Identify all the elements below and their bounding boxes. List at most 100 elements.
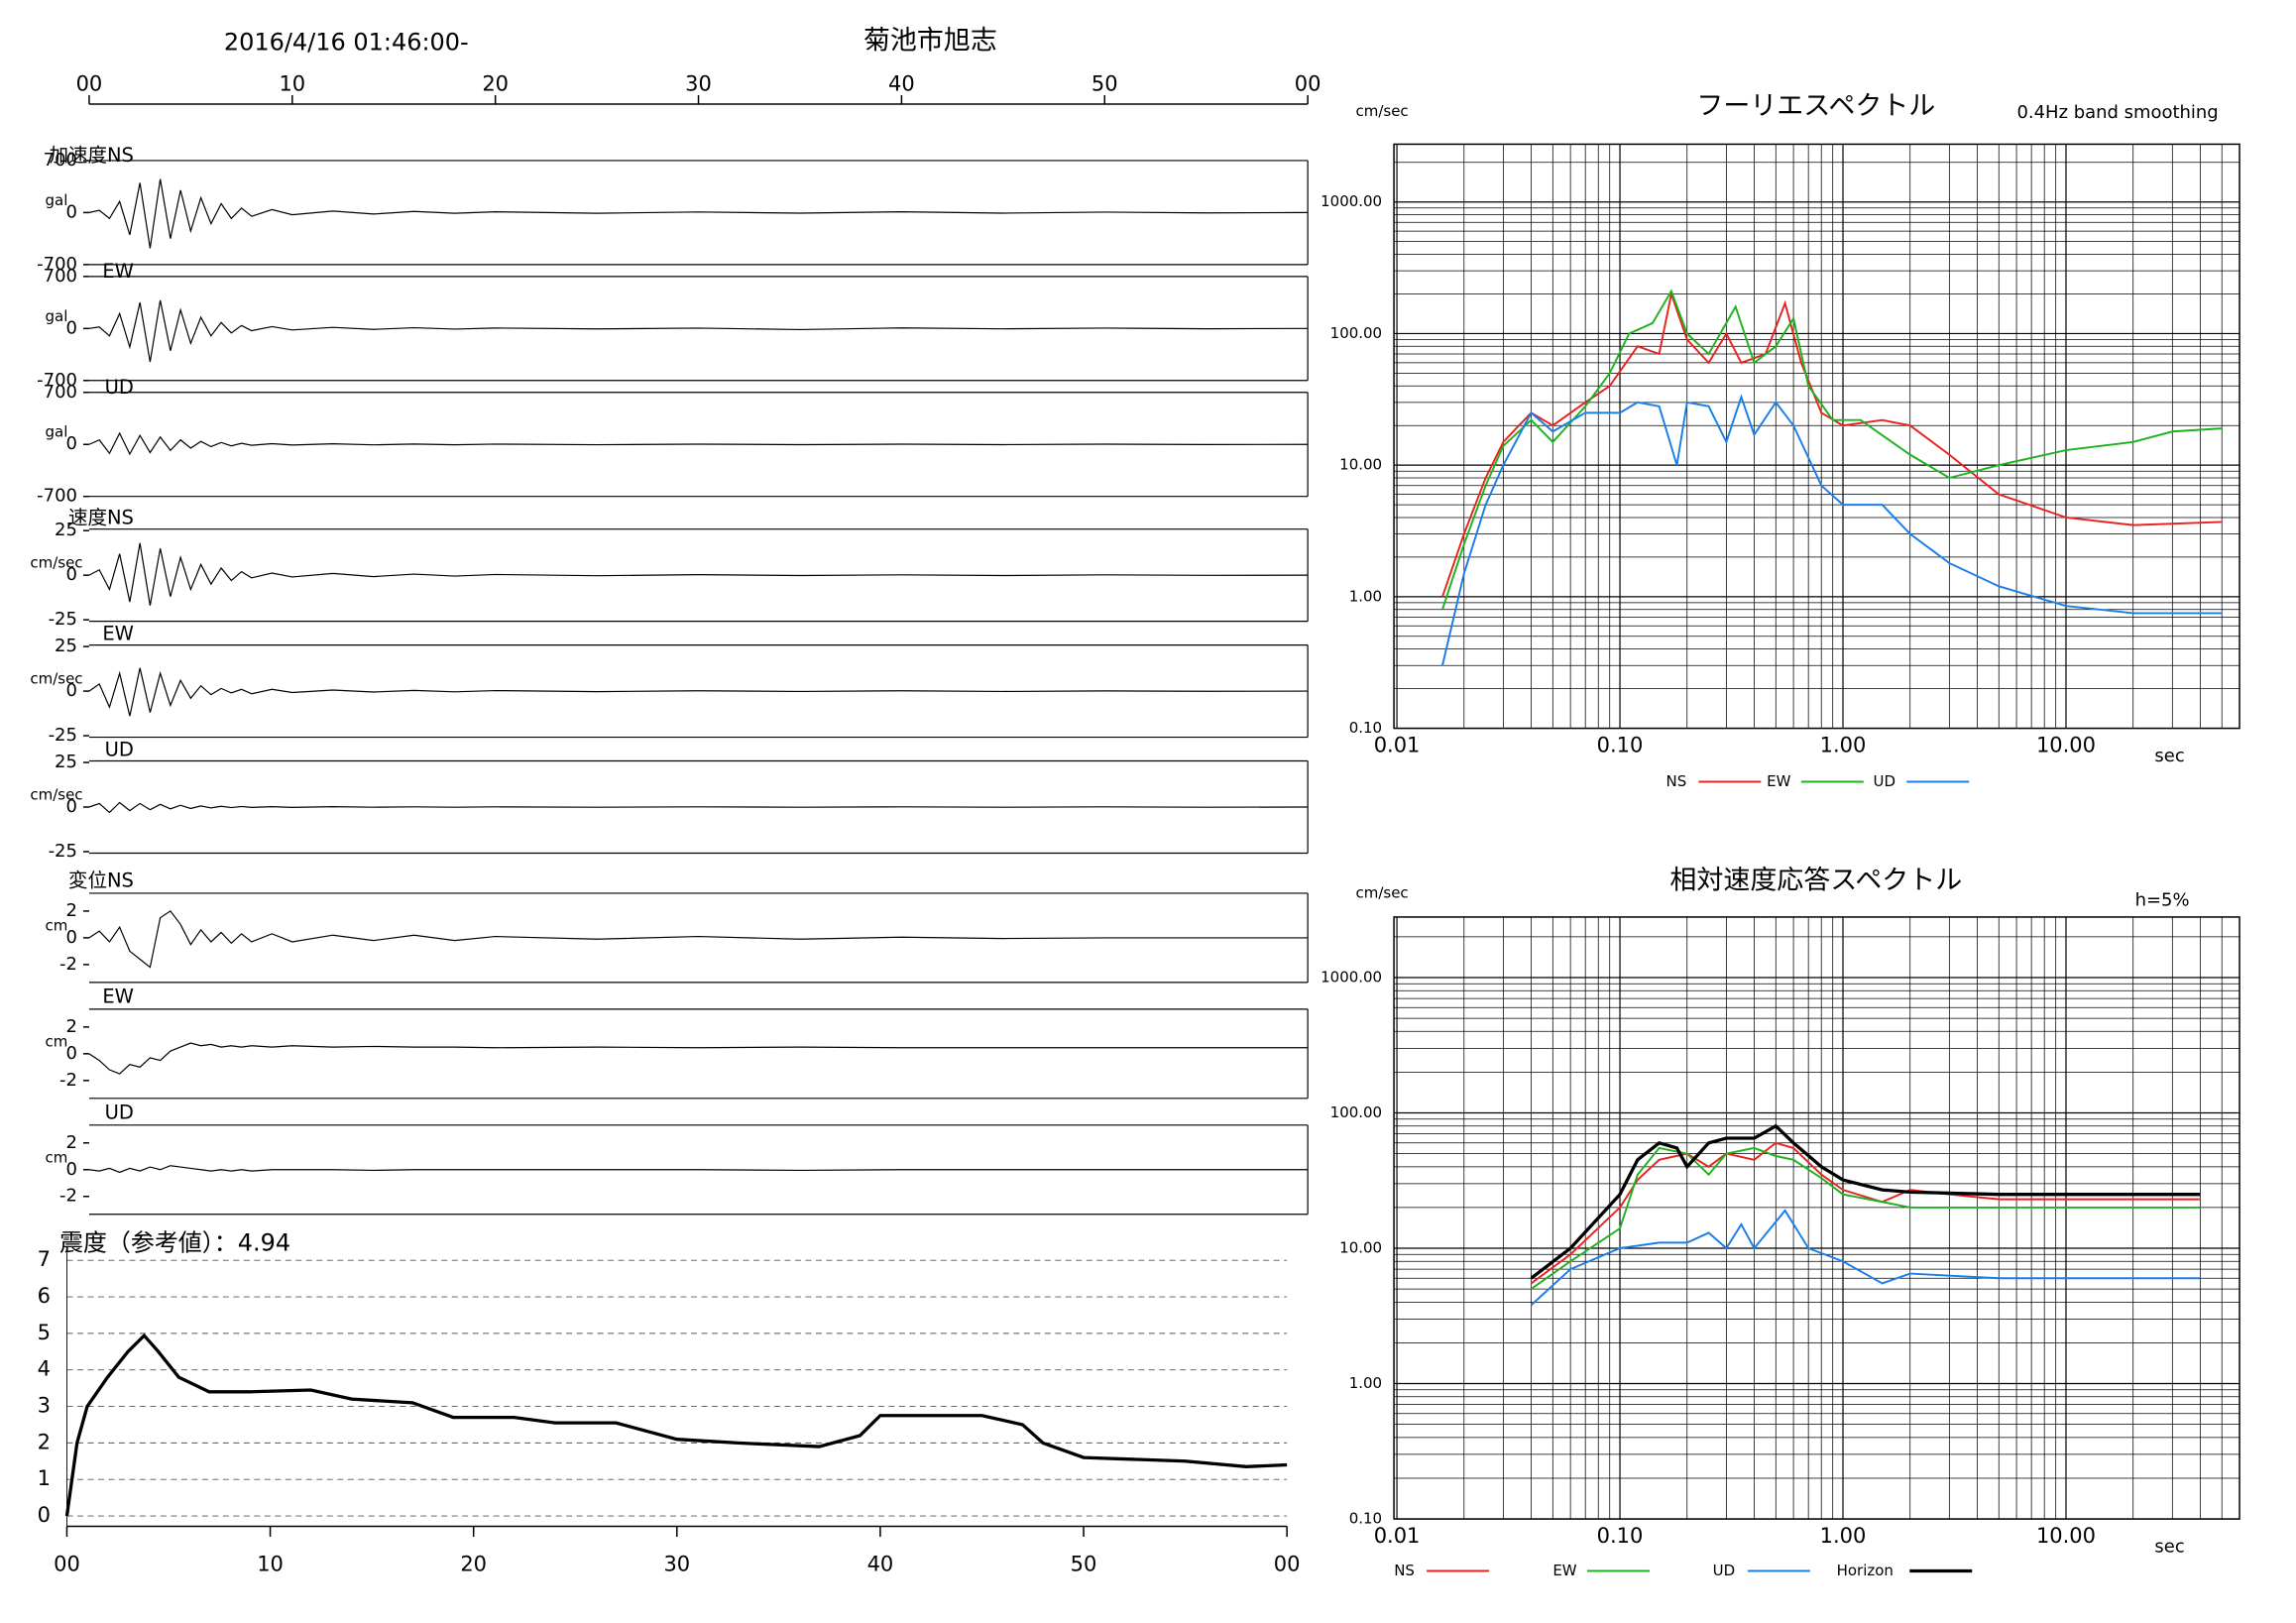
station: 菊池市旭志 bbox=[863, 26, 997, 57]
y-axis-label: cm/sec bbox=[1356, 883, 1409, 901]
y-tick-label: 0 bbox=[66, 796, 77, 817]
y-tick-label: 700 bbox=[44, 382, 77, 403]
waveform bbox=[88, 667, 1309, 717]
panel-label: 加速度NS bbox=[50, 144, 134, 167]
y-tick-label: 5 bbox=[38, 1321, 51, 1344]
y-tick-label: 700 bbox=[44, 266, 77, 287]
chart-title: 相対速度応答スペクトル bbox=[1669, 865, 1962, 895]
x-tick-label: 10 bbox=[257, 1553, 284, 1576]
legend-label: EW bbox=[1767, 772, 1790, 790]
y-tick-label: -700 bbox=[37, 254, 77, 275]
x-tick-label: 0.10 bbox=[1597, 734, 1644, 757]
y-tick-label: 700 bbox=[44, 150, 77, 171]
x-tick-label: 1.00 bbox=[1820, 1524, 1867, 1548]
waveform bbox=[88, 178, 1309, 249]
intensity-line bbox=[64, 1333, 1288, 1517]
legend-label: UD bbox=[1874, 772, 1896, 790]
y-tick-label: 25 bbox=[55, 752, 77, 772]
y-tick-label: -2 bbox=[59, 1070, 77, 1091]
plot-frame bbox=[1393, 143, 2240, 730]
y-tick-label: -2 bbox=[59, 1186, 77, 1207]
waveform bbox=[88, 1042, 1309, 1075]
spectrum-line bbox=[1530, 1146, 2201, 1290]
subtitle: h=5% bbox=[2135, 889, 2190, 910]
y-tick-label: 10.00 bbox=[1339, 456, 1382, 474]
y-tick-label: 7 bbox=[38, 1247, 51, 1271]
y-tick-label: 1000.00 bbox=[1320, 968, 1382, 985]
x-tick-label: 1.00 bbox=[1820, 734, 1867, 757]
legend-label: EW bbox=[1552, 1562, 1576, 1579]
waveform bbox=[88, 299, 1309, 363]
y-axis-label: cm/sec bbox=[1356, 102, 1409, 120]
waveform bbox=[88, 1165, 1309, 1174]
unit-label: gal bbox=[46, 423, 68, 441]
x-tick-label: 00 bbox=[54, 1553, 80, 1576]
y-tick-label: -25 bbox=[49, 841, 77, 862]
panel-label: EW bbox=[102, 623, 134, 645]
spectrum-line bbox=[1441, 394, 2223, 666]
spectrum-line bbox=[1441, 290, 2223, 598]
x-axis-label: sec bbox=[2154, 1537, 2184, 1558]
y-tick-label: 10.00 bbox=[1339, 1239, 1382, 1257]
y-tick-label: -2 bbox=[59, 954, 77, 975]
spectrum-line bbox=[1530, 1209, 2201, 1307]
x-tick-label: 10 bbox=[279, 71, 305, 95]
panel-label: 速度NS bbox=[68, 507, 134, 529]
y-tick-label: 2 bbox=[66, 1016, 77, 1037]
chart-title: 震度（参考値）：4.94 bbox=[59, 1229, 290, 1257]
x-tick-label: 20 bbox=[460, 1553, 487, 1576]
waveform bbox=[88, 542, 1309, 606]
y-tick-label: 0 bbox=[66, 927, 77, 948]
x-tick-label: 20 bbox=[482, 71, 509, 95]
y-tick-label: 0 bbox=[38, 1503, 51, 1527]
x-tick-label: 00 bbox=[76, 71, 103, 95]
y-tick-label: -700 bbox=[37, 486, 77, 507]
y-tick-label: 2 bbox=[38, 1430, 51, 1453]
y-tick-label: 2 bbox=[66, 1132, 77, 1153]
panel-label: UD bbox=[105, 376, 134, 399]
waveform bbox=[88, 910, 1309, 969]
y-tick-label: 1000.00 bbox=[1320, 192, 1382, 210]
x-tick-label: 00 bbox=[1274, 1553, 1301, 1576]
waveform bbox=[88, 431, 1309, 456]
x-tick-label: 40 bbox=[867, 1553, 894, 1576]
y-tick-label: 25 bbox=[55, 636, 77, 656]
unit-label: gal bbox=[46, 307, 68, 325]
y-tick-label: 0 bbox=[66, 433, 77, 454]
unit-label: cm bbox=[46, 1032, 68, 1050]
x-tick-label: 0.10 bbox=[1597, 1524, 1644, 1548]
unit-label: cm bbox=[46, 916, 68, 934]
x-tick-label: 30 bbox=[685, 71, 712, 95]
x-axis-label: sec bbox=[2154, 746, 2184, 766]
datetime: 2016/4/16 01:46:00- bbox=[224, 29, 469, 57]
panel-label: UD bbox=[105, 739, 134, 761]
unit-label: cm/sec bbox=[30, 554, 82, 572]
panel-label: EW bbox=[102, 260, 134, 283]
legend-label: NS bbox=[1666, 772, 1687, 790]
chart-title: フーリエスペクトル bbox=[1696, 90, 1935, 121]
legend-label: UD bbox=[1713, 1562, 1736, 1579]
unit-label: cm/sec bbox=[30, 670, 82, 688]
y-tick-label: 0 bbox=[66, 564, 77, 585]
y-tick-label: 0 bbox=[66, 1159, 77, 1180]
panel-label: EW bbox=[102, 985, 134, 1007]
y-tick-label: -25 bbox=[49, 609, 77, 630]
y-tick-label: 0.10 bbox=[1349, 719, 1382, 737]
y-tick-label: 1.00 bbox=[1349, 587, 1382, 605]
waveform bbox=[88, 801, 1309, 814]
x-tick-label: 50 bbox=[1091, 71, 1118, 95]
x-tick-label: 30 bbox=[663, 1553, 690, 1576]
x-tick-label: 10.00 bbox=[2036, 1524, 2096, 1548]
spectrum-line bbox=[1530, 1123, 2201, 1280]
y-tick-label: 0 bbox=[66, 317, 77, 338]
y-tick-label: 6 bbox=[38, 1284, 51, 1308]
unit-label: cm/sec bbox=[30, 786, 82, 804]
unit-label: cm bbox=[46, 1148, 68, 1166]
subtitle: 0.4Hz band smoothing bbox=[2016, 102, 2218, 123]
panel-label: UD bbox=[105, 1101, 134, 1123]
spectrum-line bbox=[1441, 289, 2223, 611]
legend-label: Horizon bbox=[1837, 1562, 1894, 1579]
y-tick-label: 0.10 bbox=[1349, 1510, 1382, 1528]
x-tick-label: 40 bbox=[888, 71, 915, 95]
